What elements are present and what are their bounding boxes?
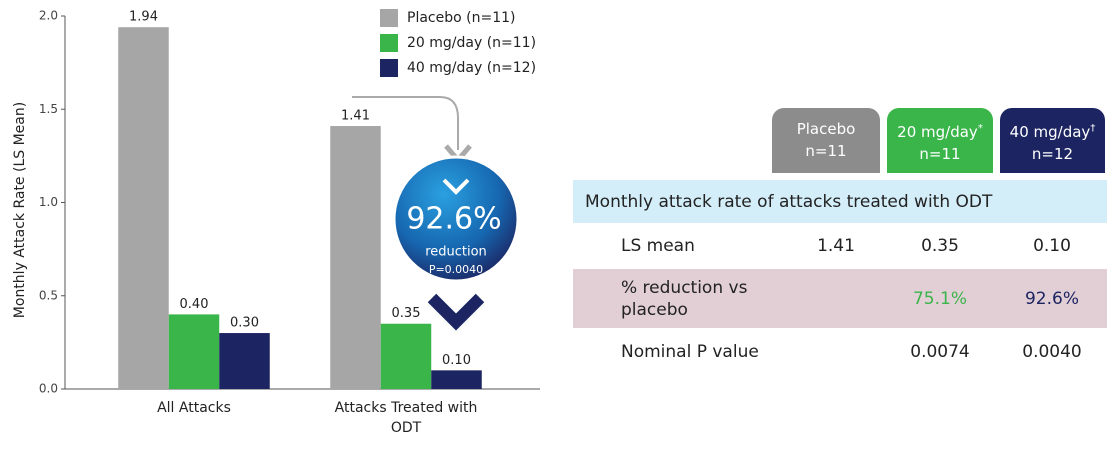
annotation-value: 92.6%: [406, 202, 501, 237]
table-row: Nominal P value 0.0074 0.0040: [573, 328, 1107, 375]
bar: [219, 333, 270, 389]
column-n: n=11: [805, 142, 847, 160]
column-n: n=11: [919, 145, 961, 163]
footnote-mark: †: [1090, 123, 1096, 134]
bar: [330, 126, 381, 389]
column-header: 20 mg/day* n=11: [887, 108, 993, 173]
annotation-label: reduction: [425, 245, 487, 260]
y-tick-label: 1.5: [39, 102, 58, 116]
data-label: 0.30: [230, 316, 259, 331]
legend-swatch: [380, 9, 398, 27]
column-name: Placebo: [796, 120, 856, 138]
arrow: [352, 96, 459, 150]
table-row: LS mean 1.41 0.35 0.10: [573, 223, 1107, 269]
table-cell: 0.35: [921, 236, 959, 256]
table-cell: 0.10: [1033, 236, 1071, 256]
column-header: Placebo n=11: [772, 108, 880, 173]
column-n: n=12: [1031, 145, 1074, 163]
annotation-p: P=0.0040: [429, 263, 483, 276]
y-tick-label: 0.5: [39, 288, 58, 302]
data-label: 1.41: [341, 109, 370, 124]
bar: [168, 314, 220, 389]
row-label: % reduction vs placebo: [621, 277, 748, 320]
reduction-badge: [392, 155, 520, 283]
column-name: 40 mg/day: [1009, 123, 1091, 141]
data-label: 0.10: [442, 353, 471, 368]
data-label: 0.35: [392, 306, 421, 321]
row-label: Nominal P value: [621, 341, 759, 362]
bar: [380, 323, 432, 389]
column-name-line: 40 mg/day†: [1000, 118, 1105, 143]
x-tick-label: Attacks Treated with ODT: [334, 400, 478, 436]
section-title: Monthly attack rate of attacks treated w…: [585, 191, 993, 212]
column-header: 40 mg/day† n=12: [1000, 108, 1105, 173]
bar: [118, 27, 169, 389]
table-cell: 75.1%: [912, 288, 967, 309]
column-name: 20 mg/day: [897, 123, 978, 141]
table-cell: 0.0040: [1022, 341, 1082, 362]
legend-swatch: [380, 34, 398, 52]
legend-swatch: [380, 59, 398, 77]
chevron-down: [427, 293, 485, 331]
x-tick-label: All Attacks: [157, 400, 231, 416]
column-name-line: 20 mg/day*: [887, 118, 993, 143]
row-label: LS mean: [621, 236, 695, 256]
y-tick-label: 2.0: [39, 9, 58, 23]
y-axis-label: Monthly Attack Rate (LS Mean): [12, 102, 28, 318]
bar: [431, 370, 482, 389]
table-cell: 1.41: [817, 236, 855, 256]
table-cell: 0.0074: [910, 341, 970, 362]
section-row: Monthly attack rate of attacks treated w…: [573, 180, 1107, 223]
footnote-mark: *: [977, 123, 983, 134]
data-label: 0.40: [180, 297, 209, 312]
legend-label: Placebo (n=11): [407, 10, 515, 26]
y-tick-label: 1.0: [39, 195, 58, 209]
chevron: [442, 178, 470, 195]
table-row: % reduction vs placebo 75.1% 92.6%: [573, 269, 1107, 328]
table-cell: 92.6%: [1024, 288, 1079, 309]
data-label: 1.94: [129, 10, 158, 25]
legend-label: 20 mg/day (n=11): [407, 35, 536, 51]
y-tick-label: 0.0: [39, 382, 58, 396]
column-name-line: Placebo: [772, 118, 880, 140]
legend-label: 40 mg/day (n=12): [407, 60, 536, 76]
